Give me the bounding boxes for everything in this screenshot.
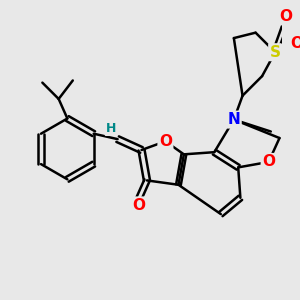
Text: O: O bbox=[159, 134, 172, 149]
Text: O: O bbox=[262, 154, 275, 169]
Text: S: S bbox=[270, 45, 280, 60]
Text: H: H bbox=[106, 122, 116, 135]
Text: O: O bbox=[280, 9, 292, 24]
Text: O: O bbox=[132, 198, 145, 213]
Text: O: O bbox=[290, 36, 300, 51]
Text: N: N bbox=[227, 112, 240, 127]
